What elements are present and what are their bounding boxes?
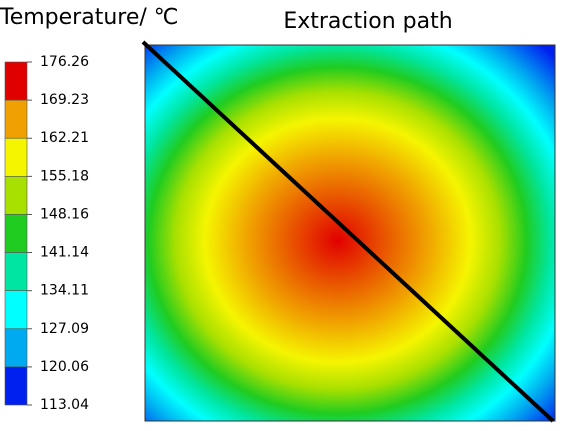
colorbar-band [4,176,28,215]
path-label: Extraction path [283,9,452,34]
colorbar-tick-label: 162.21 [40,130,89,146]
colorbar-tick-label: 148.16 [40,206,89,222]
colorbar-tick-label: 141.14 [40,245,89,261]
colorbar-band [4,99,28,139]
colorbar-tick-label: 134.11 [40,283,89,299]
colorbar-band [4,290,28,330]
colorbar-tick-label: 127.09 [40,321,89,337]
extraction-path [141,40,555,423]
colorbar-band [4,214,28,253]
colorbar-tick-label: 113.04 [40,397,89,413]
colorbar-band [4,137,28,177]
colorbar-title: Temperature/ ℃ [0,5,178,30]
colorbar-band [4,61,28,101]
colorbar-band [4,328,28,368]
colorbar-tick-label: 120.06 [40,359,89,375]
colorbar-band [4,252,28,291]
colorbar-tick-label: 176.26 [40,54,89,70]
colorbar-tick-label: 155.18 [40,168,89,184]
colorbar-band [4,366,28,406]
colorbar-tick-label: 169.23 [40,92,89,108]
